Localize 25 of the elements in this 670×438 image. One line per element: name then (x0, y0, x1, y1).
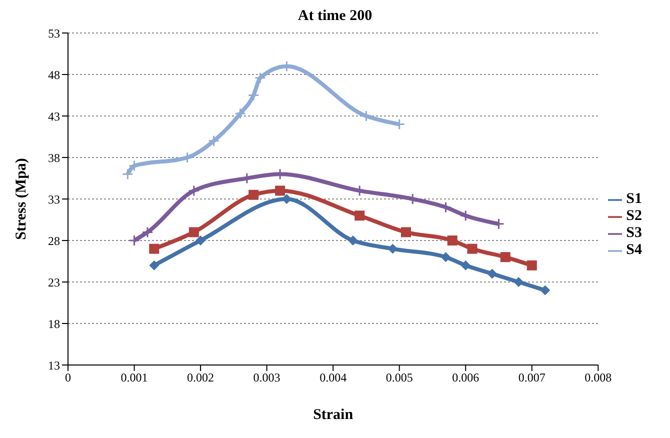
x-tick-label: 0.005 (386, 370, 413, 385)
legend-label: S2 (626, 208, 642, 224)
y-tick-label: 23 (48, 275, 60, 290)
y-tick-label: 13 (48, 358, 60, 372)
x-axis-title: Strain (313, 407, 354, 423)
x-tick-label: 0.007 (518, 370, 546, 385)
x-tick-label: 0.008 (584, 370, 612, 385)
chart-title: At time 200 (296, 8, 374, 25)
x-tick-label: 0.006 (452, 370, 480, 385)
legend-label: S1 (626, 191, 642, 207)
y-tick-label: 43 (48, 109, 60, 124)
x-tick-label: 0 (65, 370, 71, 385)
legend-label: S4 (626, 242, 642, 258)
y-tick-label: 18 (48, 316, 60, 331)
y-tick-label: 53 (48, 26, 60, 40)
x-tick-label: 0.002 (187, 370, 214, 385)
x-tick-label: 0.003 (253, 370, 280, 385)
y-tick-label: 48 (48, 68, 60, 82)
y-tick-label: 28 (48, 234, 60, 248)
x-tick-label: 0.001 (120, 370, 148, 385)
x-tick-label: 0.004 (320, 370, 347, 385)
legend-label: S3 (626, 225, 642, 241)
y-tick-label: 38 (48, 150, 60, 165)
y-axis-title: Stress (Mpa) (13, 158, 30, 240)
y-tick-label: 33 (48, 192, 60, 206)
